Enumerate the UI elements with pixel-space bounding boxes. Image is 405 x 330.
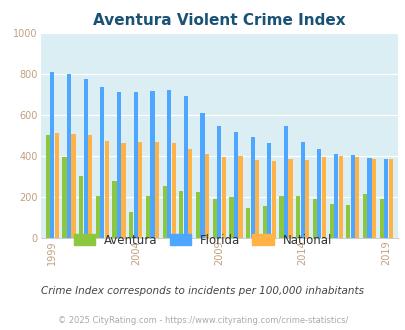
Bar xyxy=(171,144,175,238)
Bar xyxy=(383,159,387,238)
Bar xyxy=(329,204,333,238)
Bar xyxy=(262,206,266,238)
Bar xyxy=(321,157,325,238)
Bar xyxy=(83,79,87,238)
Legend: Aventura, Florida, National: Aventura, Florida, National xyxy=(69,229,336,251)
Bar xyxy=(145,196,150,238)
Bar xyxy=(179,190,183,238)
Bar xyxy=(79,176,83,238)
Bar xyxy=(266,144,271,238)
Bar xyxy=(133,92,138,238)
Bar xyxy=(245,208,249,238)
Bar xyxy=(345,205,350,238)
Bar xyxy=(388,159,392,238)
Bar xyxy=(254,160,258,238)
Bar xyxy=(367,158,371,238)
Bar xyxy=(312,199,316,238)
Bar xyxy=(212,199,216,238)
Bar xyxy=(200,113,204,238)
Bar xyxy=(233,132,237,238)
Bar xyxy=(138,143,142,238)
Bar xyxy=(104,142,109,238)
Bar xyxy=(295,196,300,238)
Bar xyxy=(71,134,75,238)
Bar xyxy=(162,186,166,238)
Bar xyxy=(229,197,233,238)
Bar xyxy=(46,135,50,238)
Bar xyxy=(154,143,159,238)
Bar xyxy=(317,148,321,238)
Bar xyxy=(279,196,283,238)
Bar xyxy=(333,154,337,238)
Bar xyxy=(271,161,275,238)
Bar xyxy=(50,72,54,238)
Bar xyxy=(166,90,171,238)
Bar xyxy=(379,199,383,238)
Bar xyxy=(117,92,121,238)
Bar xyxy=(188,148,192,238)
Bar xyxy=(283,126,288,238)
Bar xyxy=(288,159,292,238)
Bar xyxy=(350,155,354,238)
Bar xyxy=(221,157,225,238)
Bar xyxy=(300,143,304,238)
Bar xyxy=(354,157,358,238)
Bar xyxy=(55,133,59,238)
Bar xyxy=(196,191,200,238)
Bar xyxy=(88,135,92,238)
Bar xyxy=(217,126,221,238)
Bar xyxy=(150,91,154,238)
Bar xyxy=(96,196,100,238)
Bar xyxy=(250,137,254,238)
Bar xyxy=(371,159,375,238)
Bar xyxy=(183,96,188,238)
Bar xyxy=(129,212,133,238)
Text: Crime Index corresponds to incidents per 100,000 inhabitants: Crime Index corresponds to incidents per… xyxy=(41,286,364,296)
Bar xyxy=(62,157,66,238)
Bar xyxy=(121,144,126,238)
Bar xyxy=(362,194,366,238)
Bar xyxy=(112,181,116,238)
Bar xyxy=(100,87,104,238)
Bar xyxy=(305,160,309,238)
Bar xyxy=(205,154,209,238)
Bar xyxy=(338,156,342,238)
Bar xyxy=(238,156,242,238)
Bar xyxy=(67,74,71,238)
Title: Aventura Violent Crime Index: Aventura Violent Crime Index xyxy=(93,13,345,28)
Text: © 2025 CityRating.com - https://www.cityrating.com/crime-statistics/: © 2025 CityRating.com - https://www.city… xyxy=(58,316,347,325)
